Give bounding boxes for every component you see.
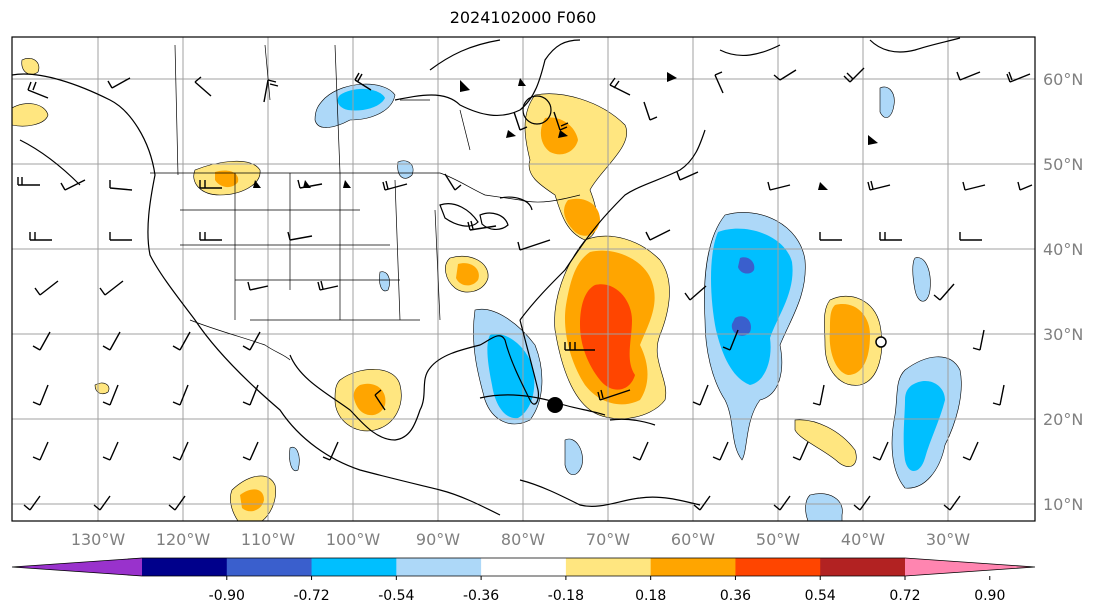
lat-tick-label: 60°N [1043,70,1083,89]
positive-anomaly-east-atlantic-core [829,304,870,375]
colorbar-tick-label: -0.72 [293,588,329,604]
lat-tick-label: 10°N [1043,495,1083,514]
positive-anomaly-alaska [12,103,49,127]
low-pressure-ring-icon [522,95,552,125]
open-circle-icon [875,336,887,348]
lon-tick-label: 120°W [156,530,211,549]
negative-anomaly-east-atlantic-core [903,380,945,472]
positive-anomaly-baja [94,382,110,395]
colorbar-bin [311,558,397,576]
political-borders [150,44,581,361]
negative-anomaly-midatlantic [805,493,843,521]
lon-tick-label: 130°W [71,530,126,549]
positive-anomaly-alaska-north [21,58,40,75]
negative-anomaly-hudson-core [337,88,385,111]
colorbar-extend-low [12,558,142,576]
lon-tick-label: 60°W [671,530,715,549]
negative-anomaly-plains [379,271,390,292]
lon-tick-label: 100°W [326,530,381,549]
negative-anomaly-greenland [879,86,895,118]
colorbar-tick-label: -0.18 [548,588,584,604]
colorbar-bin [226,558,313,576]
positive-anomaly-missouri-core [456,263,479,286]
colorbar-tick-label: 0.72 [889,588,920,604]
lon-tick-label: 90°W [416,530,460,549]
lat-tick-label: 50°N [1043,155,1083,174]
negative-anomaly-lakes [397,160,414,179]
positive-anomaly-mexico-core [353,383,386,416]
wind-flags [253,72,878,190]
lat-tick-labels: 60°N 50°N 40°N 30°N 20°N 10°N [1043,70,1083,514]
colorbar-bin [396,558,482,576]
colorbar-bin [142,558,228,576]
colorbar-bin [565,558,652,576]
colorbar-extend-high [905,558,1035,576]
wind-barbs [17,67,1033,511]
anomaly-fill-layer [12,58,962,521]
lon-tick-labels: 130°W 120°W 110°W 100°W 90°W 80°W 70°W 6… [71,530,970,549]
lon-tick-label: 50°W [756,530,800,549]
positive-anomaly-subtropic [794,419,857,467]
positive-anomaly-newengland [564,198,600,236]
colorbar-tick-label: 0.18 [635,588,666,604]
negative-anomaly-texas [289,446,300,472]
positive-anomaly-pacific-south-core [240,489,264,512]
lon-tick-label: 70°W [586,530,630,549]
positive-anomaly-montana-core [215,170,239,188]
map-title: 2024102000 F060 [449,8,597,27]
colorbar-outline [11,557,1036,577]
colorbar-tick-label: 0.90 [974,588,1005,604]
colorbar-tick-label: -0.90 [209,588,245,604]
negative-anomaly-east-atlantic-north [912,257,931,302]
colorbar-bin [481,558,567,576]
map-frame [11,36,1036,522]
coastlines [12,37,961,516]
lat-tick-label: 20°N [1043,410,1083,429]
negative-anomaly-central-atlantic-deep1 [738,257,755,274]
colorbar-tick-label: 0.36 [720,588,751,604]
colorbar-bin [735,558,821,576]
colorbar: -0.90 -0.72 -0.54 -0.36 -0.18 0.18 0.36 0.54 0.7… [11,557,1036,604]
lat-tick-label: 40°N [1043,240,1083,259]
colorbar-tick-label: 0.54 [805,588,836,604]
colorbar-bin [820,558,906,576]
negative-anomaly-central-atlantic-deep2 [731,316,751,336]
lon-tick-label: 30°W [926,530,970,549]
storm-markers [522,95,887,413]
lat-tick-label: 30°N [1043,325,1083,344]
cyclone-symbol-icon [547,397,563,413]
lon-tick-label: 40°W [841,530,885,549]
colorbar-bin [650,558,736,576]
lon-tick-label: 80°W [501,530,545,549]
colorbar-tick-label: -0.36 [463,588,499,604]
lon-tick-label: 110°W [241,530,296,549]
negative-anomaly-caribbean [564,438,583,476]
colorbar-tick-label: -0.54 [378,588,414,604]
